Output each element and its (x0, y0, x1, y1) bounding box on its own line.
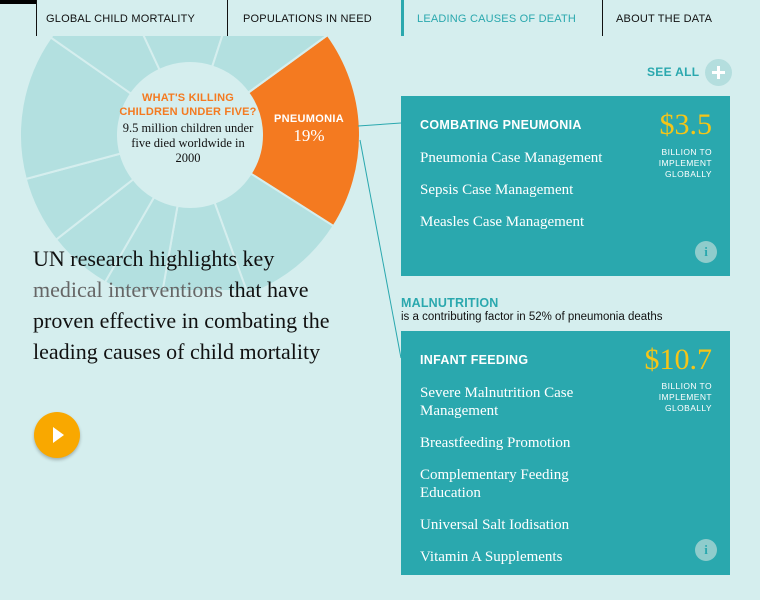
play-icon (53, 427, 64, 443)
donut-slice-other[interactable] (213, 172, 335, 290)
info-icon[interactable]: i (695, 241, 717, 263)
donut-slice-other[interactable] (19, 36, 133, 181)
see-all-button[interactable]: SEE ALL (647, 58, 733, 86)
card-price-note: BILLION TO IMPLEMENT GLOBALLY (658, 381, 712, 413)
pneumonia-slice-label[interactable]: PNEUMONIA 19% (268, 113, 350, 146)
intervention-item[interactable]: Pneumonia Case Management (420, 150, 603, 166)
slice-name: PNEUMONIA (274, 113, 344, 125)
headline-text-end: that have proven effective in combating … (33, 277, 330, 364)
intervention-list: Severe Malnutrition Case Management Brea… (420, 384, 610, 580)
plus-icon (705, 58, 733, 86)
intervention-item[interactable]: Measles Case Management (420, 214, 585, 230)
donut-slice-pneumonia[interactable] (246, 33, 361, 228)
malnutrition-title: MALNUTRITION (401, 296, 499, 310)
intervention-item[interactable]: Complementary Feeding Education (420, 467, 569, 501)
card-combating-pneumonia: COMBATING PNEUMONIA $3.5 BILLION TO IMPL… (401, 96, 730, 276)
donut-center: WHAT'S KILLING CHILDREN UNDER FIVE? 9.5 … (118, 91, 258, 166)
malnutrition-subtitle: is a contributing factor in 52% of pneum… (401, 311, 663, 323)
headline-highlight: medical interventions (33, 277, 223, 302)
see-all-label: SEE ALL (647, 65, 700, 79)
headline-text: UN research highlights key (33, 246, 275, 271)
donut-center-title: WHAT'S KILLING CHILDREN UNDER FIVE? (119, 92, 257, 118)
card-title: COMBATING PNEUMONIA (420, 118, 582, 132)
play-button[interactable] (34, 412, 80, 458)
card-price-note: BILLION TO IMPLEMENT GLOBALLY (658, 147, 712, 179)
intervention-item[interactable]: Sepsis Case Management (420, 182, 574, 198)
tab-populations-in-need[interactable]: POPULATIONS IN NEED (227, 0, 401, 36)
tab-label: POPULATIONS IN NEED (243, 13, 372, 25)
tab-label: ABOUT THE DATA (616, 13, 713, 25)
donut-center-subtitle: 9.5 million children under five died wor… (122, 121, 254, 165)
card-title: INFANT FEEDING (420, 353, 529, 367)
intervention-item[interactable]: Breastfeeding Promotion (420, 435, 571, 451)
intervention-item[interactable]: Universal Salt Iodisation (420, 517, 570, 533)
intervention-list: Pneumonia Case Management Sepsis Case Ma… (420, 149, 610, 245)
tab-label: GLOBAL CHILD MORTALITY (46, 13, 196, 25)
card-price: $10.7 (644, 343, 713, 376)
top-nav: GLOBAL CHILD MORTALITY POPULATIONS IN NE… (0, 0, 760, 36)
tab-global-child-mortality[interactable]: GLOBAL CHILD MORTALITY (36, 0, 227, 36)
card-infant-feeding: INFANT FEEDING $10.7 BILLION TO IMPLEMEN… (401, 331, 730, 575)
donut-slice-other[interactable] (160, 201, 248, 290)
card-price: $3.5 (659, 108, 713, 141)
intervention-item[interactable]: Severe Malnutrition Case Management (420, 385, 574, 419)
tab-about-the-data[interactable]: ABOUT THE DATA (602, 0, 760, 36)
intervention-item[interactable]: Vitamin A Supplements (420, 549, 563, 565)
headline: UN research highlights key medical inter… (33, 243, 333, 367)
tab-label: LEADING CAUSES OF DEATH (417, 13, 577, 25)
slice-percent: 19% (293, 126, 325, 145)
tab-leading-causes-of-death[interactable]: LEADING CAUSES OF DEATH (401, 0, 602, 36)
info-icon[interactable]: i (695, 539, 717, 561)
